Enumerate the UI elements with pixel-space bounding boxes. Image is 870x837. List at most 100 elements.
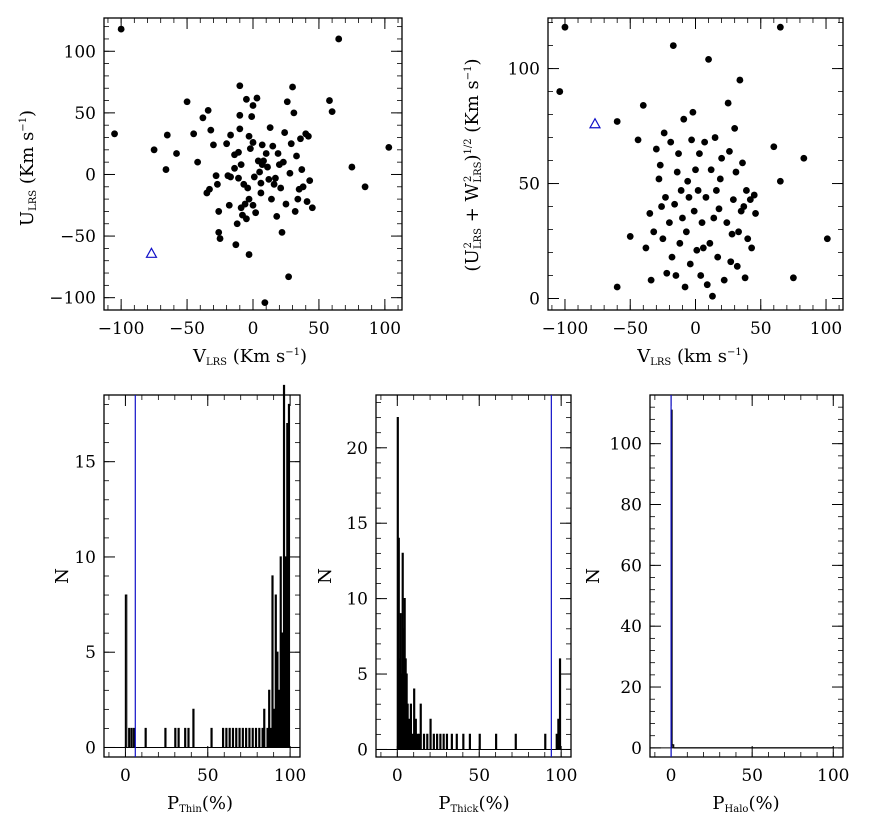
scatter-point — [173, 150, 180, 157]
scatter-point — [213, 180, 221, 188]
scatter-point — [696, 150, 703, 158]
panel-uw-v: −100 −50 0 50 100 0 50 100 VLRS (km s−1)… — [462, 17, 844, 368]
scatter-point — [626, 233, 634, 240]
scatter-point — [210, 141, 217, 149]
scatter-point — [253, 94, 261, 102]
scatter-point — [246, 145, 254, 152]
scatter-point — [724, 99, 732, 107]
scatter-point — [673, 168, 681, 176]
scatter-point — [667, 138, 675, 146]
hist-thin-marks — [103, 384, 301, 758]
histogram-bar — [274, 594, 277, 748]
scatter-point — [227, 131, 234, 139]
scatter-point — [697, 272, 705, 279]
histogram-bar — [416, 733, 419, 750]
scatter-point — [689, 108, 697, 116]
histogram-bar — [436, 733, 439, 750]
y-axis-label: N — [583, 568, 604, 584]
scatter-point — [257, 179, 265, 187]
histogram-bar — [414, 718, 417, 750]
scatter-point — [206, 185, 213, 193]
xtick-label: 0 — [120, 766, 131, 786]
scatter-point — [278, 228, 286, 236]
scatter-point — [561, 23, 569, 31]
scatter-point — [613, 283, 621, 291]
scatter-point — [291, 208, 299, 215]
scatter-point — [183, 98, 191, 106]
scatter-point — [727, 258, 735, 266]
scatter-point — [150, 146, 158, 154]
scatter-point — [712, 187, 720, 194]
scatter-point — [241, 200, 249, 208]
scatter-point — [290, 109, 298, 117]
scatter-point — [694, 187, 702, 194]
scatter-point — [237, 161, 245, 169]
scatter-point — [671, 200, 679, 208]
x-axis-label: VLRS (km s−1) — [636, 346, 749, 368]
ytick-label: 20 — [620, 678, 642, 698]
histogram-bar — [408, 718, 411, 750]
histogram-bar — [279, 556, 282, 748]
scatter-point — [279, 158, 287, 166]
histogram-bar — [273, 708, 276, 748]
scatter-point — [752, 210, 759, 217]
ytick-label: 50 — [74, 104, 96, 124]
scatter-point — [243, 95, 250, 103]
histogram-bar — [266, 727, 269, 748]
scatter-point — [306, 177, 314, 185]
scatter-point — [283, 98, 291, 106]
histogram-bar — [455, 733, 458, 750]
scatter-point — [688, 136, 695, 144]
scatter-point — [710, 214, 718, 222]
xtick-label: 100 — [274, 766, 306, 786]
scatter-point — [289, 83, 296, 91]
ytick-label: 15 — [74, 453, 96, 473]
histogram-bar — [164, 727, 167, 748]
hist-thick-marks — [375, 394, 572, 758]
xtick-label: 50 — [750, 319, 772, 339]
hist-thick-ytick-labels: 0 5 10 15 20 — [346, 439, 368, 761]
scatter-point — [733, 262, 741, 270]
scatter-point — [770, 143, 778, 151]
ytick-label: 10 — [74, 548, 96, 568]
histogram-bar — [210, 727, 213, 748]
xtick-label: −100 — [542, 319, 589, 339]
scatter-point — [726, 147, 733, 155]
y-axis-label: ULRS (Km s−1) — [17, 110, 39, 226]
scatter-point — [274, 150, 282, 157]
scatter-point — [215, 208, 223, 215]
scatter-point — [328, 108, 336, 116]
scatter-point — [269, 142, 277, 150]
scatter-point — [287, 140, 295, 148]
ytick-label: 0 — [529, 290, 540, 310]
scatter-point — [212, 172, 220, 180]
histogram-bar — [177, 727, 180, 748]
ytick-label: −50 — [60, 227, 96, 247]
histogram-bar — [277, 689, 281, 748]
histogram-bar — [235, 727, 238, 748]
scatter-point — [243, 215, 250, 223]
scatter-point — [308, 204, 316, 212]
scatter-point — [282, 200, 290, 208]
ytick-label: 0 — [85, 165, 96, 185]
histogram-bar — [263, 708, 266, 748]
scatter-point — [682, 228, 690, 236]
histogram-bar — [276, 651, 279, 748]
xtick-label: 100 — [545, 766, 577, 786]
scatter-point — [235, 148, 242, 156]
scatter-point — [665, 219, 673, 227]
scatter-point — [656, 161, 664, 169]
scatter-point — [613, 118, 621, 125]
scatter-point — [728, 230, 736, 238]
scatter-point — [639, 101, 647, 109]
scatter-point — [650, 228, 658, 236]
x-axis-label: PThick(%) — [438, 793, 509, 815]
scatter-point — [256, 168, 263, 176]
scatter-point — [676, 239, 684, 247]
scatter-point — [706, 239, 714, 247]
scatter-point — [731, 124, 739, 132]
xtick-label: 100 — [369, 319, 401, 339]
ytick-label: −100 — [49, 289, 96, 309]
scatter-point — [750, 191, 758, 199]
